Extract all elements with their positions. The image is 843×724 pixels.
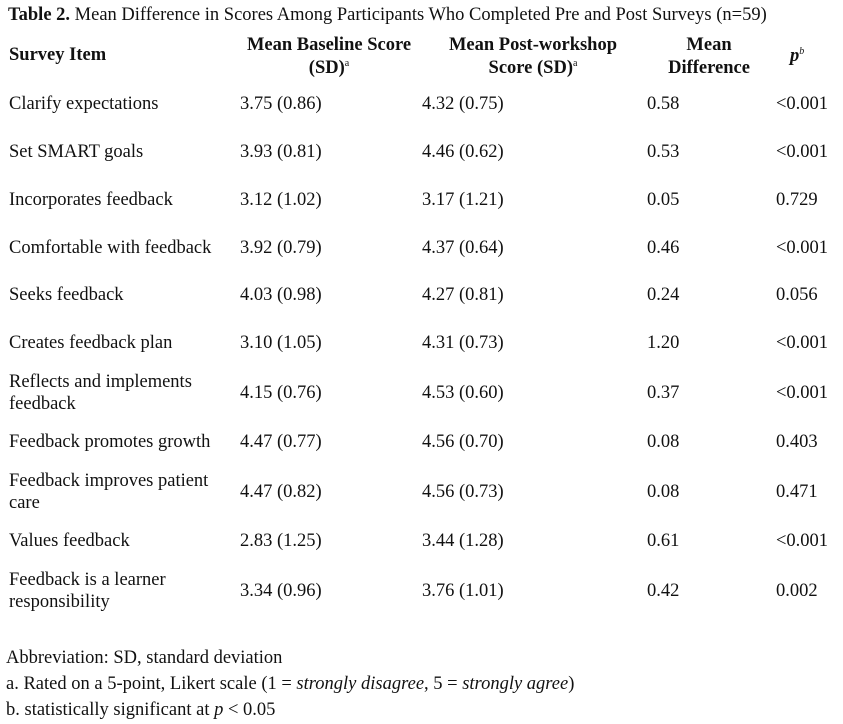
- cell-baseline: 3.10 (1.05): [240, 333, 322, 353]
- cell-baseline: 3.93 (0.81): [240, 142, 322, 162]
- cell-p-value: 0.056: [776, 285, 818, 305]
- header-baseline: Mean Baseline Score (SD)a: [236, 34, 422, 80]
- note-b: b. statistically significant at p < 0.05: [6, 700, 276, 720]
- cell-diff: 0.08: [647, 432, 680, 452]
- table-row: Seeks feedback 4.03 (0.98) 4.27 (0.81) 0.24…: [0, 284, 843, 306]
- note-a: a. Rated on a 5-point, Likert scale (1 =…: [6, 674, 575, 694]
- cell-p-value: <0.001: [776, 531, 829, 551]
- cell-post: 4.56 (0.73): [422, 482, 504, 502]
- cell-baseline: 3.75 (0.86): [240, 94, 322, 114]
- cell-baseline: 2.83 (1.25): [240, 531, 322, 551]
- table-label: Table 2.: [8, 5, 71, 25]
- table-notes: Abbreviation: SD, standard deviation a. …: [6, 645, 574, 723]
- table-row: Values feedback 2.83 (1.25) 3.44 (1.28) 0.6…: [0, 530, 843, 552]
- cell-post: 4.56 (0.70): [422, 432, 504, 452]
- table-row: Comfortable with feedback 3.92 (0.79) 4.37…: [0, 237, 843, 259]
- cell-diff: 0.42: [647, 581, 680, 601]
- cell-diff: 0.46: [647, 238, 680, 258]
- table-row: Reflects and implements feedback 4.15 (0.…: [0, 371, 843, 415]
- cell-post: 4.37 (0.64): [422, 238, 504, 258]
- table-row: Creates feedback plan 3.10 (1.05) 4.31 (0.…: [0, 332, 843, 354]
- cell-diff: 0.05: [647, 190, 680, 210]
- cell-baseline: 3.92 (0.79): [240, 238, 322, 258]
- cell-p-value: <0.001: [776, 238, 829, 258]
- header-baseline-line2: (SD)a: [308, 57, 350, 78]
- footnote-marker-b: b: [799, 45, 805, 57]
- cell-post: 4.32 (0.75): [422, 94, 504, 114]
- table-row: Feedback is a learner responsibility 3.34…: [0, 569, 843, 613]
- cell-survey-item: Creates feedback plan: [9, 333, 173, 353]
- cell-post: 4.46 (0.62): [422, 142, 504, 162]
- cell-post: 3.44 (1.28): [422, 531, 504, 551]
- cell-baseline: 4.47 (0.77): [240, 432, 322, 452]
- footnote-marker-a: a: [572, 57, 578, 69]
- cell-diff: 1.20: [647, 333, 680, 353]
- cell-p-value: <0.001: [776, 142, 829, 162]
- cell-baseline: 3.34 (0.96): [240, 581, 322, 601]
- table-caption-text: Mean Difference in Scores Among Particip…: [74, 5, 767, 25]
- cell-diff: 0.61: [647, 531, 680, 551]
- cell-survey-item: Set SMART goals: [9, 142, 144, 162]
- header-post-line2: Score (SD)a: [488, 57, 578, 78]
- cell-p-value: 0.002: [776, 581, 818, 601]
- cell-p-value: 0.729: [776, 190, 818, 210]
- cell-p-value: <0.001: [776, 383, 829, 403]
- cell-diff: 0.24: [647, 285, 680, 305]
- header-diff-line1: Mean: [686, 35, 732, 55]
- table-row: Set SMART goals 3.93 (0.81) 4.46 (0.62) 0.5…: [0, 141, 843, 163]
- table-row: Incorporates feedback 3.12 (1.02) 3.17 (1.…: [0, 189, 843, 211]
- table-row: Clarify expectations 3.75 (0.86) 4.32 (0.7…: [0, 93, 843, 115]
- cell-p-value: <0.001: [776, 333, 829, 353]
- cell-diff: 0.37: [647, 383, 680, 403]
- header-diff-line2: Difference: [668, 58, 750, 78]
- cell-post: 3.17 (1.21): [422, 190, 504, 210]
- cell-post: 4.31 (0.73): [422, 333, 504, 353]
- cell-baseline: 3.12 (1.02): [240, 190, 322, 210]
- cell-survey-item: Feedback promotes growth: [9, 432, 211, 452]
- cell-baseline: 4.03 (0.98): [240, 285, 322, 305]
- cell-survey-item: Reflects and implements feedback: [9, 372, 192, 414]
- cell-survey-item: Feedback is a learner responsibility: [9, 570, 166, 612]
- cell-survey-item: Feedback improves patient care: [9, 471, 209, 513]
- header-survey-item: Survey Item: [9, 45, 107, 65]
- cell-post: 4.53 (0.60): [422, 383, 504, 403]
- cell-survey-item: Values feedback: [9, 531, 130, 551]
- header-baseline-line1: Mean Baseline Score: [246, 35, 412, 55]
- cell-survey-item: Incorporates feedback: [9, 190, 173, 210]
- cell-baseline: 4.47 (0.82): [240, 482, 322, 502]
- footnote-marker-a: a: [344, 57, 350, 69]
- table-row: Feedback promotes growth 4.47 (0.77) 4.56 …: [0, 431, 843, 453]
- cell-diff: 0.58: [647, 94, 680, 114]
- cell-p-value: 0.403: [776, 432, 818, 452]
- cell-survey-item: Comfortable with feedback: [9, 238, 212, 258]
- cell-post: 3.76 (1.01): [422, 581, 504, 601]
- cell-diff: 0.53: [647, 142, 680, 162]
- cell-survey-item: Clarify expectations: [9, 94, 159, 114]
- note-abbreviation: Abbreviation: SD, standard deviation: [6, 648, 283, 668]
- table-caption: Table 2. Mean Difference in Scores Among…: [8, 5, 767, 26]
- cell-survey-item: Seeks feedback: [9, 285, 124, 305]
- cell-diff: 0.08: [647, 482, 680, 502]
- header-p-value: pb: [790, 45, 805, 66]
- cell-post: 4.27 (0.81): [422, 285, 504, 305]
- table-row: Feedback improves patient care 4.47 (0.82…: [0, 470, 843, 514]
- header-post-workshop: Mean Post-workshop Score (SD)a: [440, 34, 626, 80]
- header-post-line1: Mean Post-workshop: [448, 35, 618, 55]
- cell-p-value: 0.471: [776, 482, 818, 502]
- cell-baseline: 4.15 (0.76): [240, 383, 322, 403]
- cell-p-value: <0.001: [776, 94, 829, 114]
- header-mean-difference: Mean Difference: [657, 34, 761, 80]
